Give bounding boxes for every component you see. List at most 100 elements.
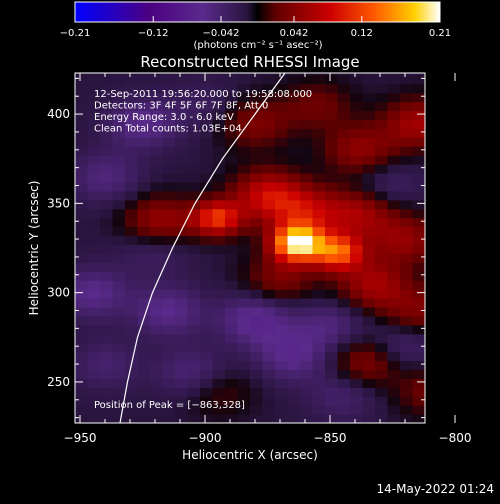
heatmap-cell bbox=[337, 128, 351, 138]
heatmap-cell bbox=[87, 110, 101, 121]
heatmap-cell bbox=[162, 405, 176, 415]
heatmap-cell bbox=[75, 181, 89, 192]
heatmap-cell bbox=[325, 73, 339, 76]
heatmap-cell bbox=[400, 387, 414, 397]
heatmap-cell bbox=[362, 289, 376, 299]
heatmap-cell bbox=[100, 74, 114, 85]
heatmap-cell bbox=[225, 262, 239, 272]
heatmap-cell bbox=[100, 333, 114, 344]
heatmap-cell bbox=[212, 235, 226, 246]
heatmap-cell bbox=[162, 146, 176, 156]
heatmap-cell bbox=[412, 253, 425, 263]
colorbar-tick-label: 0.12 bbox=[351, 28, 373, 39]
heatmap-cell bbox=[362, 253, 376, 263]
heatmap-cell bbox=[150, 226, 164, 237]
heatmap-cell bbox=[175, 244, 189, 254]
heatmap-cell bbox=[275, 199, 289, 210]
heatmap-cell bbox=[225, 289, 239, 299]
heatmap-cell bbox=[362, 101, 376, 112]
heatmap-cell bbox=[137, 306, 151, 317]
heatmap-cell bbox=[400, 101, 414, 112]
heatmap-cell bbox=[87, 146, 101, 156]
heatmap-cell bbox=[225, 190, 239, 201]
heatmap-cell bbox=[237, 128, 251, 138]
heatmap-cell bbox=[125, 235, 139, 246]
heatmap-cell bbox=[137, 181, 151, 192]
heatmap-cell bbox=[375, 208, 389, 219]
heatmap-cell bbox=[225, 253, 239, 263]
heatmap-cell bbox=[387, 244, 401, 254]
heatmap-cell bbox=[237, 342, 251, 353]
heatmap-cell bbox=[187, 146, 201, 156]
heatmap-cell bbox=[287, 306, 301, 317]
heatmap-cell bbox=[212, 155, 226, 165]
heatmap-cell bbox=[200, 262, 214, 272]
heatmap-cell bbox=[112, 181, 126, 192]
heatmap-cell bbox=[275, 324, 289, 335]
heatmap-cell bbox=[287, 208, 301, 219]
heatmap-cell bbox=[387, 190, 401, 201]
heatmap-cell bbox=[75, 173, 89, 183]
heatmap-cell bbox=[237, 324, 251, 335]
heatmap-cell bbox=[100, 128, 114, 138]
heatmap-cell bbox=[312, 92, 326, 103]
heatmap-cell bbox=[325, 226, 339, 237]
heatmap-cell bbox=[225, 306, 239, 317]
heatmap-cell bbox=[137, 414, 151, 423]
heatmap-cell bbox=[387, 164, 401, 174]
heatmap-cell bbox=[375, 387, 389, 397]
heatmap-cell bbox=[225, 101, 239, 112]
heatmap-cell bbox=[237, 253, 251, 263]
heatmap-cell bbox=[212, 306, 226, 317]
heatmap-cell bbox=[300, 414, 314, 423]
x-axis-label: Heliocentric X (arcsec) bbox=[182, 448, 318, 462]
heatmap-cell bbox=[375, 414, 389, 423]
heatmap-cell bbox=[387, 146, 401, 156]
heatmap-cell bbox=[350, 110, 364, 121]
heatmap-cell bbox=[275, 342, 289, 353]
heatmap-cell bbox=[387, 74, 401, 85]
heatmap-cell bbox=[375, 173, 389, 183]
heatmap-cell bbox=[312, 405, 326, 415]
heatmap-cell bbox=[362, 119, 376, 129]
heatmap-cell bbox=[162, 378, 176, 388]
heatmap-cell bbox=[325, 333, 339, 344]
heatmap-cell bbox=[312, 199, 326, 210]
heatmap-cell bbox=[87, 342, 101, 353]
heatmap-cell bbox=[387, 315, 401, 326]
heatmap-cell bbox=[200, 333, 214, 344]
heatmap-cell bbox=[412, 155, 425, 165]
heatmap-cell bbox=[387, 235, 401, 246]
heatmap-cell bbox=[262, 244, 276, 254]
heatmap-cell bbox=[400, 360, 414, 371]
heatmap-cell bbox=[175, 110, 189, 121]
heatmap-cell bbox=[400, 190, 414, 201]
heatmap-cell bbox=[75, 137, 89, 147]
heatmap-cell bbox=[100, 306, 114, 317]
heatmap-cell bbox=[175, 253, 189, 263]
heatmap-cell bbox=[225, 119, 239, 129]
heatmap-cell bbox=[250, 414, 264, 423]
heatmap-cell bbox=[75, 396, 89, 406]
heatmap-cell bbox=[237, 271, 251, 281]
heatmap-cell bbox=[125, 181, 139, 192]
heatmap-cell bbox=[412, 235, 425, 246]
heatmap-cell bbox=[387, 137, 401, 147]
heatmap-cell bbox=[287, 360, 301, 371]
heatmap-cell bbox=[400, 73, 414, 76]
heatmap-cell bbox=[200, 74, 214, 85]
heatmap-cell bbox=[100, 190, 114, 201]
heatmap-cell bbox=[412, 315, 425, 326]
heatmap-cell bbox=[112, 271, 126, 281]
heatmap-cell bbox=[337, 181, 351, 192]
heatmap-cell bbox=[150, 110, 164, 121]
heatmap-cell bbox=[412, 110, 425, 121]
heatmap-cell bbox=[412, 73, 425, 76]
heatmap-cell bbox=[125, 110, 139, 121]
heatmap-cell bbox=[225, 298, 239, 308]
heatmap-cell bbox=[100, 289, 114, 299]
heatmap-cell bbox=[375, 342, 389, 353]
heatmap-cell bbox=[287, 217, 301, 228]
heatmap-cell bbox=[300, 369, 314, 379]
